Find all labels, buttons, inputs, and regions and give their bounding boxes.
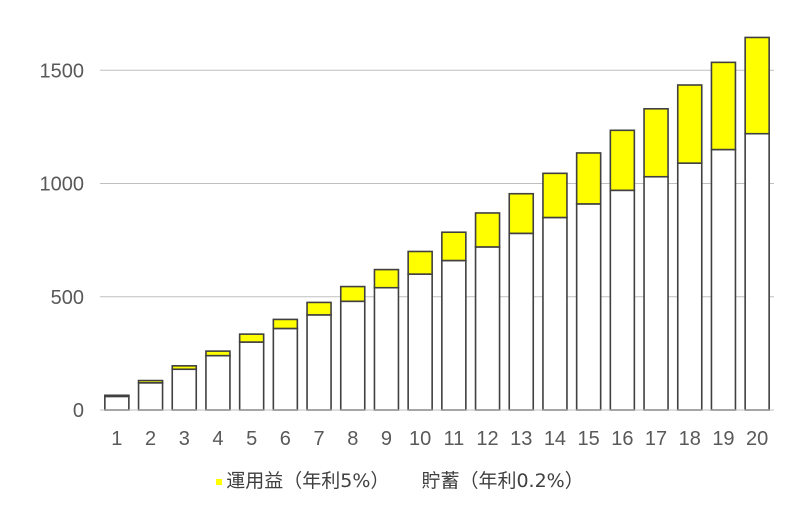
bar-investment-gain [205,350,231,357]
x-tick-label: 16 [611,428,633,450]
y-tick-label: 500 [51,287,84,309]
legend: 運用益（年利5%） 貯蓄（年利0.2%） [0,466,800,493]
x-axis-labels: 1 2 3 4 5 6 7 8 9 10 11 12 13 14 15 16 17 18 19 20 [111,428,768,450]
bar-investment-gain [710,61,737,151]
x-tick-label: 19 [712,428,734,450]
x-tick-label: 4 [212,428,223,450]
bar-savings [205,354,231,411]
bar-savings [441,259,467,411]
bar-savings [171,368,198,411]
y-tick-label: 1500 [40,60,85,82]
x-tick-label: 10 [409,428,431,450]
legend-label-savings: 貯蓄（年利0.2%） [421,470,584,492]
x-tick-label: 9 [381,428,392,450]
bar-savings [474,246,501,411]
legend-item-investment: 運用益（年利5%） [216,466,389,493]
bar-investment-gain [137,379,164,384]
bar-savings [643,175,669,411]
bar-investment-gain [238,333,265,343]
bar-investment-gain [643,107,669,178]
y-tick-label: 0 [73,400,84,422]
bar-investment-gain [407,250,433,275]
bar-investment-gain [373,268,400,289]
bar-investment-gain [508,192,535,235]
bar-investment-gain [272,318,299,330]
legend-swatch-investment [216,478,223,485]
bar-investment-gain [306,301,332,316]
x-tick-label: 18 [679,428,701,450]
bar-savings [238,341,265,411]
x-tick-label: 6 [280,428,291,450]
bar-investment-gain [609,129,636,192]
bar-investment-gain [474,212,501,248]
bar-savings [407,273,433,411]
bar-savings [744,132,770,411]
x-tick-label: 1 [111,428,122,450]
y-axis-labels: 0 500 1000 1500 [40,60,85,422]
x-tick-label: 13 [510,428,532,450]
x-tick-label: 7 [313,428,324,450]
bar-investment-gain [744,36,770,135]
legend-label-investment: 運用益（年利5%） [226,470,390,492]
bar-investment-gain [542,172,568,219]
x-tick-label: 3 [179,428,190,450]
bar-savings [306,314,332,411]
bar-savings [676,162,703,411]
x-tick-label: 17 [645,428,667,450]
bar-savings [373,286,400,411]
x-tick-label: 2 [145,428,156,450]
bar-investment-gain [339,285,366,303]
x-tick-label: 8 [347,428,358,450]
bar-savings [710,148,737,411]
bar-investment-gain [441,231,467,262]
bars [104,36,770,411]
bar-savings [609,189,636,411]
bar-savings [339,300,366,411]
y-tick-label: 1000 [40,174,85,196]
bar-savings [272,327,299,411]
x-tick-label: 15 [578,428,600,450]
gridlines [100,69,774,298]
bar-investment-gain [676,84,703,164]
bar-savings [137,382,164,411]
x-tick-label: 20 [746,428,768,450]
bar-investment-gain [104,394,130,398]
x-tick-label: 14 [544,428,566,450]
bar-investment-gain [575,152,602,205]
bar-savings [508,232,535,411]
x-tick-label: 12 [476,428,498,450]
bar-savings [575,203,602,411]
bar-investment-gain [171,365,198,371]
x-tick-label: 11 [443,428,464,450]
legend-swatch-savings [411,478,418,485]
x-tick-label: 5 [246,428,257,450]
legend-item-savings: 貯蓄（年利0.2%） [411,466,584,493]
bar-savings [104,395,130,411]
bar-savings [542,216,568,411]
